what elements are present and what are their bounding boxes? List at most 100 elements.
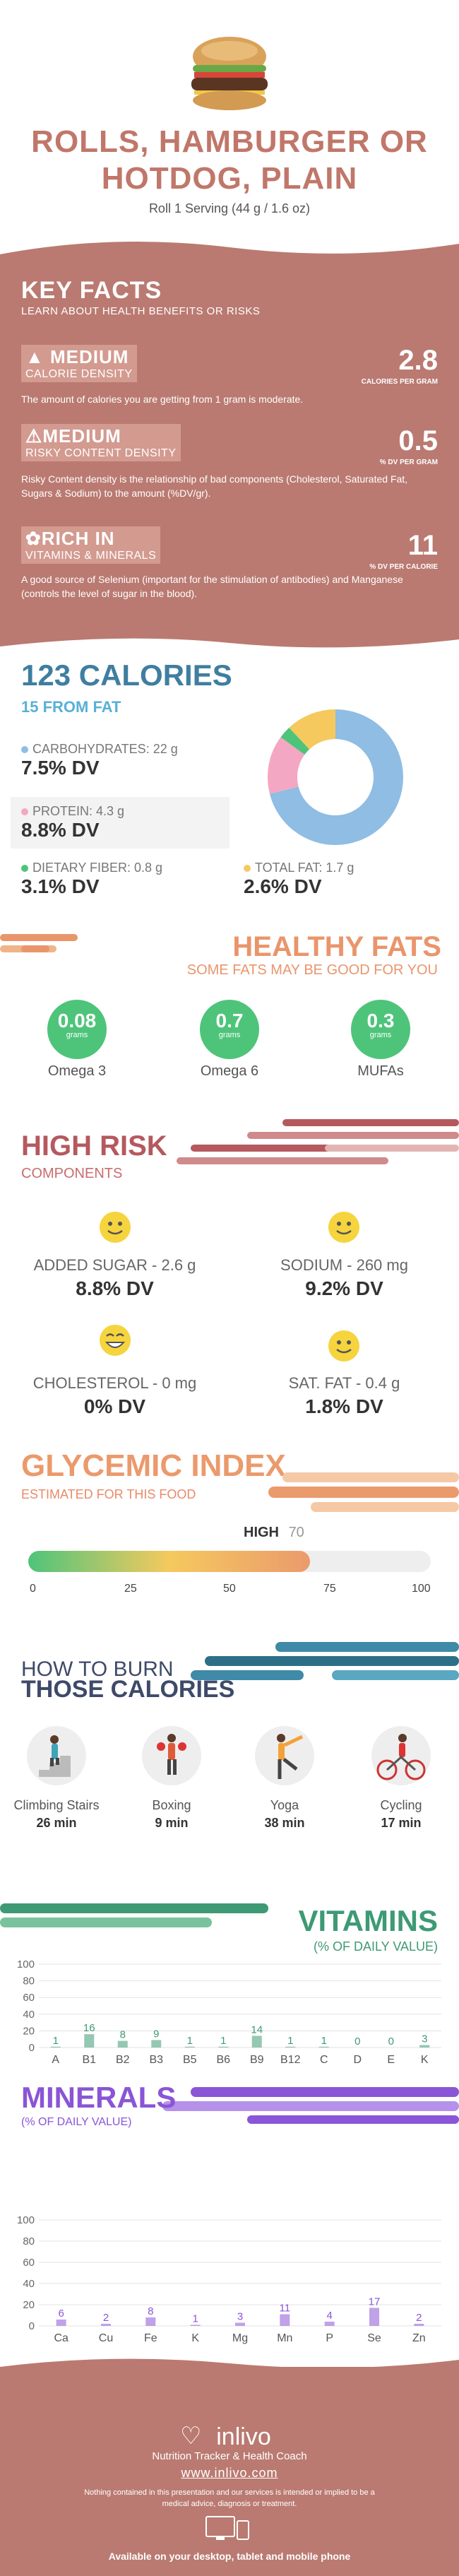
y-tick-label: 80 [23,1975,35,1987]
bar-value-label: 1 [192,2313,198,2325]
fact-value: 2.8 [398,345,438,376]
bar [324,2322,335,2326]
activity-minutes: 17 min [381,1816,422,1830]
activity-minutes: 38 min [264,1816,305,1830]
fact-value: 11 [407,530,438,561]
high-risk-stripes [177,1116,459,1180]
fact-label: CALORIE DENSITY [25,368,133,380]
key-facts-title: KEY FACTS [21,277,162,304]
x-tick-label: Ca [54,2332,68,2344]
vitamins-title: VITAMINS [298,1904,438,1937]
food-title: ROLLS, HAMBURGER OR HOTDOG, PLAIN [0,124,459,197]
fat-unit: grams [218,1031,241,1039]
vitamins-bar-chart: 0 20 40 60 80 100 1 A 16 B1 8 B2 9 B3 1 B5 1 B6 14 B9 1 B12 1 C… [17,1958,441,2066]
nutrient-label: PROTEIN: 4.3 g [32,804,125,818]
x-tick-label: A [52,2054,59,2066]
bar [190,2324,201,2326]
x-tick-label: Mg [232,2332,248,2344]
x-tick-label: K [421,2054,429,2066]
y-tick-label: 100 [17,1958,35,1971]
activity-name: Yoga [270,1798,299,1812]
yoga-icon [253,1724,316,1788]
nutrient-dv: 8.8% DV [21,819,100,841]
food-title-line1: ROLLS, HAMBURGER OR [31,124,428,159]
fat-name: MUFAs [357,1063,404,1079]
footer-wave [0,2358,459,2374]
x-tick-label: D [353,2054,362,2066]
fat-name: Omega 6 [200,1063,259,1079]
bar-value-label: 3 [422,2033,427,2045]
bar-value-label: 1 [187,2035,193,2047]
fact-vitamins-value: 11 % DV PER CALORIE [369,531,438,572]
flame-icon: ▲ [25,346,44,367]
glycemic-level: HIGH 70 [244,1525,304,1541]
x-tick-label: C [320,2054,328,2066]
fact-unit: % DV PER CALORIE [369,563,438,571]
bar-value-label: 2 [103,2312,109,2324]
fact-level: MEDIUM [49,346,129,367]
bar-value-label: 3 [237,2311,243,2323]
risk-dv: 8.8% DV [76,1277,154,1299]
y-tick-label: 20 [23,2299,35,2311]
x-tick-label: B12 [280,2054,301,2066]
high-risk-subtitle: COMPONENTS [21,1166,123,1181]
bar [101,2324,111,2326]
fat-dot [244,865,251,872]
activity-minutes: 26 min [36,1816,77,1830]
x-tick-label: B5 [183,2054,197,2066]
y-tick-label: 0 [29,2042,35,2054]
glycemic-value: 70 [288,1525,304,1540]
risk-dv: 1.8% DV [305,1395,383,1417]
x-tick-label: E [387,2054,395,2066]
vitamins-subtitle: (% OF DAILY VALUE) [313,1939,438,1954]
fat-value: 0.3 [366,1010,395,1032]
nutrient-fat: TOTAL FAT: 1.7 g 2.6% DV [244,861,448,898]
x-tick-label: P [326,2332,333,2344]
nutrient-label: TOTAL FAT: 1.7 g [255,861,354,875]
fact-unit: % DV PER GRAM [379,459,438,466]
glycemic-tick: 0 [30,1583,36,1595]
risk-dv: 0% DV [83,1395,146,1417]
protein-dot [21,808,28,815]
bar [56,2320,66,2326]
donut-slice-protein [268,709,403,845]
risk-dv: 9.2% DV [305,1277,383,1299]
bar-value-label: 0 [354,2036,360,2048]
fact-value: 0.5 [398,425,438,456]
bar-value-label: 14 [251,2023,263,2036]
x-tick-label: K [191,2332,199,2344]
fact-description: A good source of Selenium (important for… [21,574,403,599]
bar [280,2314,290,2326]
minerals-bar-chart: 0 20 40 60 80 100 6 Ca 2 Cu 8 Fe 1 K 3 Mg 11 Mn 4 P 17 Se 2 Zn [17,2214,441,2344]
bar-value-label: 16 [83,2022,95,2034]
nutrient-carbs: CARBOHYDRATES: 22 g 7.5% DV [21,742,233,779]
footer-url-link[interactable]: www.inlivo.com [181,2466,278,2480]
smiley-icon [326,1210,362,1245]
y-tick-label: 40 [23,2278,35,2290]
burn-title-line2: THOSE CALORIES [21,1676,235,1703]
footer: ♡ inlivo Nutrition Tracker & Health Coac… [0,2358,459,2576]
bar [84,2034,95,2048]
activity-name: Boxing [152,1798,191,1812]
bar [414,2324,424,2326]
minerals-title: MINERALS [21,2081,177,2114]
risk-label: SODIUM - 260 mg [280,1256,408,1274]
activity-minutes: 9 min [155,1816,189,1830]
vitamins-stripes [0,1901,282,1936]
bar-value-label: 1 [321,2035,327,2047]
warning-icon: ⚠ [25,425,43,447]
y-tick-label: 100 [17,2214,35,2226]
nutrient-fiber: DIETARY FIBER: 0.8 g 3.1% DV [21,861,233,898]
boxing-icon [140,1724,203,1788]
calories-donut-chart [265,707,406,848]
carbs-dot [21,746,28,753]
minerals-subtitle: (% OF DAILY VALUE) [21,2116,132,2128]
x-tick-label: Zn [412,2332,426,2344]
footer-tagline: Nutrition Tracker & Health Coach [152,2450,307,2462]
glycemic-bar [28,1551,431,1572]
serving-size: Roll 1 Serving (44 g / 1.6 oz) [148,201,311,215]
heart-icon: ♡ [180,2423,202,2450]
smiley-icon [326,1328,362,1364]
bar-value-label: 8 [148,2305,153,2317]
devices-icon [205,2515,254,2543]
